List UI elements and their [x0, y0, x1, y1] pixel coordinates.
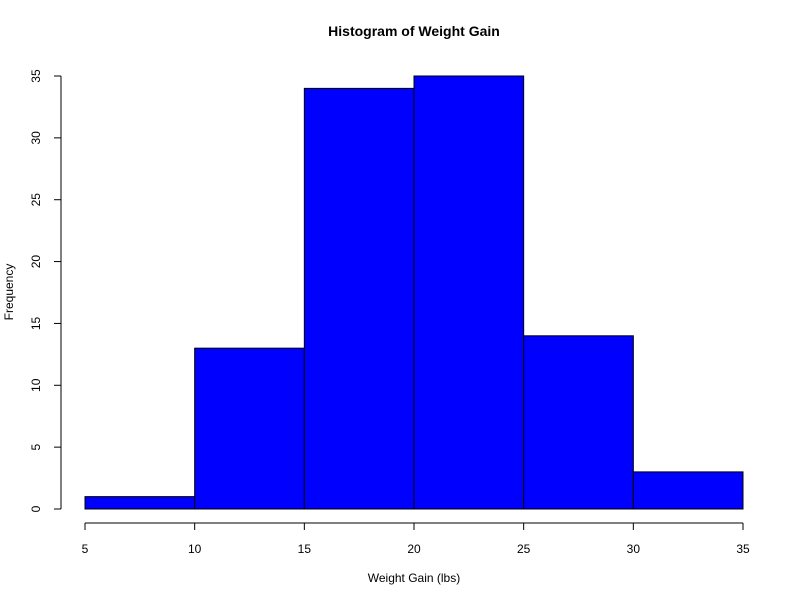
chart-title: Histogram of Weight Gain	[328, 23, 500, 39]
y-axis: 0 5 10 15 20 25 30 35	[29, 69, 62, 512]
histogram-bar-5-10	[84, 496, 196, 510]
y-tick-label: 10	[29, 378, 43, 392]
histogram-bar-30-35	[632, 471, 744, 510]
x-tick-label: 30	[627, 542, 641, 556]
x-tick-label: 35	[736, 542, 750, 556]
x-tick-label: 25	[517, 542, 531, 556]
y-tick-label: 25	[29, 193, 43, 207]
x-axis: 5 10 15 20 25 30 35	[82, 522, 750, 556]
y-axis-label: Frequency	[2, 264, 16, 321]
histogram-bar-25-30	[523, 335, 634, 510]
x-tick-label: 5	[82, 542, 89, 556]
x-tick-label: 15	[298, 542, 312, 556]
y-tick-label: 15	[29, 316, 43, 330]
histogram-bar-10-15	[194, 347, 305, 510]
x-axis-label: Weight Gain (lbs)	[368, 571, 460, 585]
x-tick-label: 20	[407, 542, 421, 556]
y-tick-label: 0	[29, 505, 43, 512]
histogram-bar-15-20	[303, 87, 415, 510]
bars-group	[84, 75, 744, 510]
y-tick-label: 5	[29, 443, 43, 450]
y-tick-label: 30	[29, 131, 43, 145]
x-tick-label: 10	[188, 542, 202, 556]
histogram-bar-20-25	[413, 75, 525, 510]
y-tick-label: 35	[29, 69, 43, 83]
y-tick-label: 20	[29, 255, 43, 269]
